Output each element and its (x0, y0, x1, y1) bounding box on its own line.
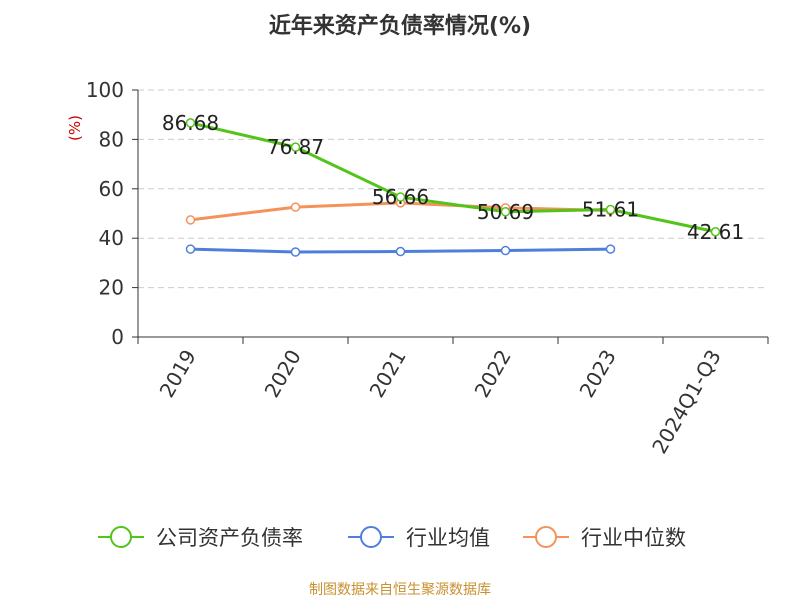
legend-marker (110, 526, 132, 548)
grid-lines (138, 89, 768, 289)
data-label: 56.66 (372, 185, 429, 209)
data-point (710, 227, 721, 237)
data-point (290, 202, 301, 212)
series-line (190, 121, 716, 234)
data-point (605, 204, 616, 215)
legend-label: 行业中位数 (581, 526, 686, 550)
x-tick-label: 2020 (260, 346, 306, 402)
y-tick-label: 60 (99, 177, 124, 201)
data-labels: 86.68 76.87 56.66 50.69 51.61 42.61 (162, 111, 744, 244)
ticks: 0 20 40 60 80 100 2019 2020 2021 2022 2023 2024Q1-Q… (86, 78, 769, 458)
legend: 公司资产负债率 行业均值 行业中位数 (98, 526, 686, 550)
data-point (290, 247, 301, 257)
y-axis-label: (%) (66, 115, 84, 141)
y-tick-label: 80 (99, 127, 124, 151)
legend-label: 行业均值 (406, 526, 490, 550)
data-point (185, 118, 196, 128)
data-point (395, 246, 406, 257)
data-label: 42.61 (687, 220, 744, 244)
x-tick-label: 2021 (365, 346, 411, 402)
data-point (290, 142, 301, 152)
legend-marker (535, 526, 557, 548)
y-tick-label: 0 (111, 325, 124, 349)
chart-title: 近年来资产负债率情况(%) (269, 13, 531, 39)
data-label: 76.87 (267, 135, 324, 159)
y-tick-label: 20 (99, 276, 124, 300)
data-label: 50.69 (477, 200, 534, 224)
x-tick-label: 2022 (470, 346, 516, 402)
legend-marker (360, 526, 382, 548)
x-tick-label: 2023 (575, 346, 621, 402)
y-tick-label: 100 (86, 78, 124, 102)
data-label: 86.68 (162, 111, 219, 135)
data-point (500, 207, 511, 217)
data-point (500, 245, 511, 256)
source-note: 制图数据来自恒生聚源数据库 (309, 582, 491, 598)
y-tick-label: 40 (99, 226, 124, 250)
x-tick-label: 2019 (155, 346, 201, 402)
legend-label: 公司资产负债率 (156, 526, 303, 550)
data-point (185, 244, 196, 254)
data-point (185, 215, 196, 225)
data-label: 51.61 (582, 198, 639, 222)
data-point (605, 244, 616, 254)
data-points (185, 118, 721, 257)
data-point (395, 192, 406, 202)
x-tick-label: 2024Q1-Q3 (647, 346, 726, 458)
